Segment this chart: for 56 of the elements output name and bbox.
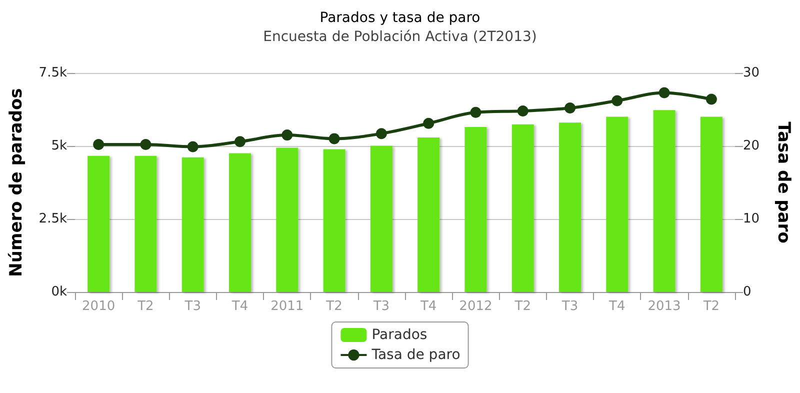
bar bbox=[559, 122, 581, 292]
y2-axis-title: Tasa de paro bbox=[774, 122, 794, 244]
point bbox=[328, 133, 340, 144]
bar bbox=[464, 127, 487, 292]
bar bbox=[512, 124, 534, 292]
bar bbox=[370, 146, 392, 292]
bar bbox=[276, 148, 298, 292]
y-tick-label: 2.5k bbox=[38, 212, 68, 226]
y2-tick-label: 10 bbox=[743, 212, 760, 226]
chart-title: Parados y tasa de paro bbox=[320, 10, 480, 26]
point bbox=[658, 87, 670, 98]
y2-tick-label: 20 bbox=[743, 138, 760, 154]
x-tick-label: 2013 bbox=[648, 299, 681, 314]
bar bbox=[88, 156, 110, 292]
chart-subtitle: Encuesta de Población Activa (2T2013) bbox=[263, 29, 537, 45]
x-tick-label: 2010 bbox=[82, 299, 116, 314]
y-tick-label: 7.5k bbox=[38, 66, 68, 80]
y-tick-label: 5k bbox=[51, 138, 68, 154]
y-axis-title: Número de parados bbox=[6, 88, 26, 277]
x-tick-label: T3 bbox=[184, 299, 201, 314]
point bbox=[470, 106, 482, 118]
bar bbox=[653, 110, 676, 292]
point bbox=[423, 118, 434, 129]
point bbox=[187, 141, 198, 152]
legend-label: Tasa de paro bbox=[370, 347, 460, 363]
point bbox=[234, 136, 246, 148]
bar bbox=[229, 153, 251, 292]
point bbox=[282, 130, 293, 141]
x-tick-label: T3 bbox=[372, 299, 390, 314]
x-tick-label: T2 bbox=[136, 299, 154, 314]
bar bbox=[134, 156, 157, 292]
y2-tick-label: 30 bbox=[743, 66, 760, 80]
point bbox=[612, 95, 623, 106]
point bbox=[93, 139, 104, 150]
bar bbox=[418, 138, 440, 292]
bar bbox=[700, 116, 722, 292]
x-tick-label: 2011 bbox=[270, 299, 304, 314]
point bbox=[140, 139, 152, 150]
x-tick-label: T4 bbox=[608, 299, 626, 314]
x-tick-label: T2 bbox=[514, 299, 531, 314]
point bbox=[706, 94, 717, 105]
x-tick-label: T2 bbox=[325, 299, 342, 314]
point bbox=[376, 128, 387, 140]
x-tick-label: T4 bbox=[230, 299, 248, 314]
point bbox=[517, 105, 528, 116]
y2-tick-label: 0 bbox=[743, 284, 752, 300]
point bbox=[564, 102, 576, 114]
legend-label: Parados bbox=[372, 327, 428, 343]
bar bbox=[182, 157, 204, 292]
x-tick-label: T2 bbox=[702, 299, 720, 314]
x-tick-label: T3 bbox=[560, 299, 578, 314]
bar bbox=[606, 116, 628, 292]
x-tick-label: 2012 bbox=[459, 299, 492, 314]
x-tick-label: T4 bbox=[419, 299, 437, 314]
y-tick-label: 0k bbox=[51, 284, 68, 300]
bar bbox=[323, 149, 346, 292]
